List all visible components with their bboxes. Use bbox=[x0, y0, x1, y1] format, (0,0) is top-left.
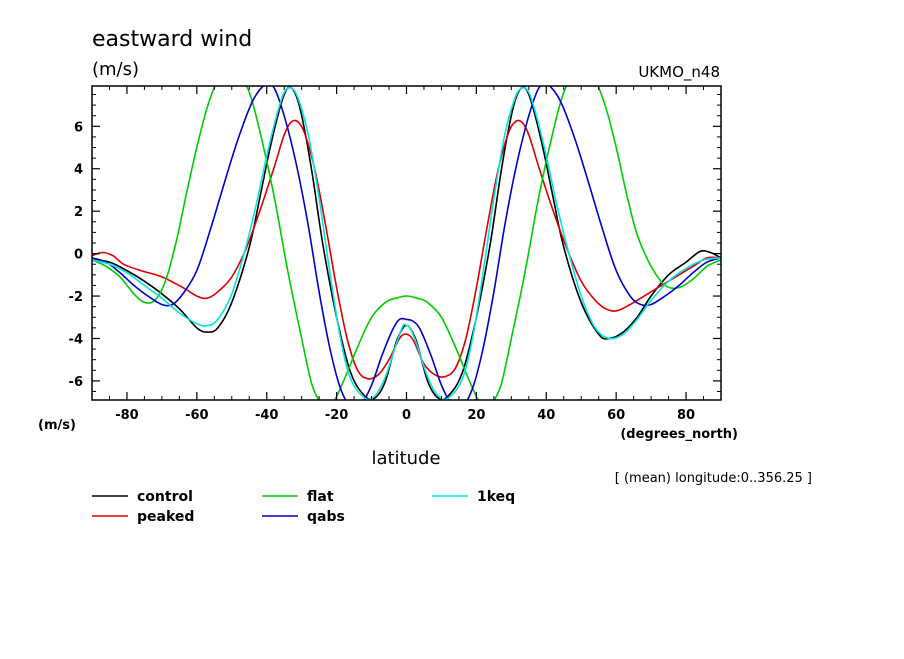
y-tick-label: 0 bbox=[74, 248, 83, 263]
plot-frame bbox=[91, 85, 722, 401]
dataset-label: UKMO_n48 bbox=[638, 63, 720, 82]
y-tick-label: 2 bbox=[74, 205, 83, 220]
x-tick-label: 60 bbox=[607, 408, 625, 423]
y-tick-label: 6 bbox=[74, 120, 83, 135]
series-line-peaked bbox=[92, 119, 721, 380]
y-tick-label: -6 bbox=[69, 375, 83, 390]
x-tick-label: -80 bbox=[115, 408, 139, 423]
legend-label-qabs: qabs bbox=[307, 509, 345, 525]
legend: control peaked flat qabs 1keq bbox=[92, 489, 515, 525]
x-tick-label: -40 bbox=[255, 408, 279, 423]
x-axis-units: (degrees_north) bbox=[620, 427, 738, 442]
y-tick-label: -4 bbox=[69, 332, 83, 347]
x-axis-label: latitude bbox=[371, 448, 440, 469]
series-layer bbox=[92, 86, 721, 400]
legend-label-1keq: 1keq bbox=[477, 489, 515, 505]
x-tick-label: -60 bbox=[185, 408, 209, 423]
series-line-qabs bbox=[92, 86, 721, 400]
chart-title: eastward wind bbox=[92, 27, 252, 52]
y-tick-label: 4 bbox=[74, 163, 83, 178]
series-line-1keq bbox=[92, 86, 721, 400]
x-tick-label: -20 bbox=[325, 408, 349, 423]
longitude-note: [ (mean) longitude:0..356.25 ] bbox=[615, 471, 812, 486]
legend-label-control: control bbox=[137, 489, 193, 505]
series-line-control bbox=[92, 86, 721, 400]
y-units-label: (m/s) bbox=[92, 59, 139, 80]
series-line-flat bbox=[92, 86, 721, 400]
x-tick-label: 40 bbox=[537, 408, 555, 423]
y-tick-label: -2 bbox=[69, 290, 83, 305]
x-tick-label: 80 bbox=[677, 408, 695, 423]
y-axis-units: (m/s) bbox=[38, 418, 76, 433]
legend-label-peaked: peaked bbox=[137, 509, 194, 525]
x-tick-label: 0 bbox=[402, 408, 411, 423]
x-tick-label: 20 bbox=[467, 408, 485, 423]
legend-label-flat: flat bbox=[307, 489, 334, 505]
